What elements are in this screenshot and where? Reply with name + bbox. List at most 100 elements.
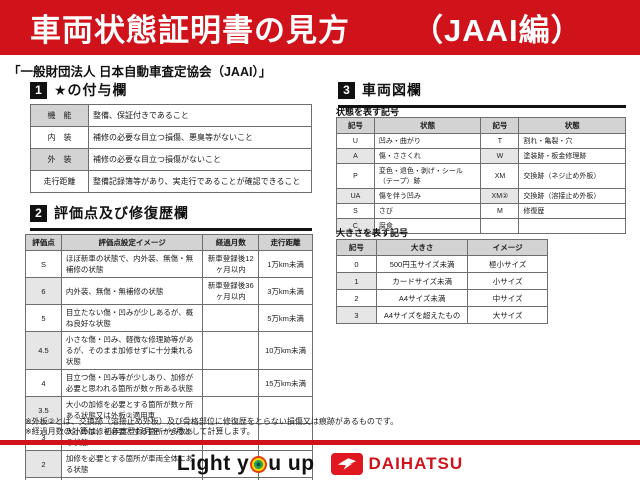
footnote-line: ※外板②とは、交換跡（溶接止め外板）及び骨格部位に修復歴をとらない損傷又は痕跡が…	[25, 417, 399, 426]
criteria-label: 外 装	[30, 148, 89, 171]
slogan-text-pre: Light y	[176, 452, 250, 475]
symbol-cell: XM②	[480, 188, 520, 204]
criteria-desc: 整備記録簿等があり、実走行であることが確認できること	[88, 170, 312, 193]
col-header: イメージ	[467, 239, 548, 256]
table-header-row: 記号 大きさ イメージ	[336, 239, 548, 256]
col-header: 経過月数	[202, 234, 260, 251]
size-cell: カードサイズ未満	[375, 272, 469, 290]
image-cell: 大サイズ	[467, 306, 548, 324]
size-symbols-caption: 大きさを表す記号	[336, 228, 409, 238]
symbol-cell: W	[480, 148, 520, 164]
desc-cell: 目立たない傷・凹みが少しあるが、概ね良好な状態	[60, 304, 204, 332]
symbol-cell: S	[336, 203, 375, 219]
score-cell: 5	[25, 304, 62, 332]
table-row: 6 内外装、無傷・無補修の状態 新車登録後36ヶ月以内 3万km未満	[25, 277, 313, 305]
daihatsu-logo: DAIHATSU	[330, 453, 464, 475]
table-row: 外 装 補修の必要な目立つ損傷がないこと	[30, 148, 312, 171]
section2-header: 2 評価点及び修復歴欄	[30, 203, 312, 231]
table-row: A 傷・ささくれ W 塗装跡・板金修理跡	[336, 148, 626, 164]
image-cell: 極小サイズ	[467, 255, 548, 273]
table-row: 1 消火剤散布車・冠水車（塩害車を含む）	[25, 477, 313, 480]
symbol-cell: 2	[336, 289, 377, 307]
km-cell: 15万km未満	[258, 369, 313, 397]
title-banner: 車両状態証明書の見方 （JAAI編）	[0, 0, 640, 55]
section3-title: 車両図欄	[362, 82, 422, 98]
criteria-label: 機 能	[30, 104, 89, 127]
table-row: 2 加修を必要とする箇所が車両全体にある状態	[25, 450, 313, 478]
state-cell: 修復歴	[518, 203, 626, 219]
symbol-cell: UA	[336, 188, 375, 204]
desc-cell: 内外装、無傷・無補修の状態	[60, 277, 204, 305]
col-header: 評価点	[25, 234, 62, 251]
table-row: 走行距離 整備記録簿等があり、実走行であることが確認できること	[30, 170, 312, 193]
km-cell: 3万km未満	[258, 277, 313, 305]
organization-subtitle: 「一般財団法人 日本自動車査定協会（JAAI）」	[8, 65, 272, 79]
symbol-cell: C	[336, 218, 375, 234]
col-header: 走行距離	[258, 234, 313, 251]
bottom-red-divider	[0, 440, 640, 445]
state-cell: 傷・ささくれ	[373, 148, 482, 164]
symbol-cell: 1	[336, 272, 377, 290]
section3-number-badge: 3	[338, 81, 355, 99]
score-cell: 4	[25, 369, 62, 397]
km-cell: 5万km未満	[258, 304, 313, 332]
desc-cell: 大小の加修を必要とする箇所が数ヶ所ある状態又は外板②適用車	[60, 396, 204, 424]
criteria-desc: 整備、保証付きであること	[88, 104, 312, 127]
daihatsu-emblem-icon	[330, 453, 363, 475]
footnotes: ※外板②とは、交換跡（溶接止め外板）及び骨格部位に修復歴をとらない損傷又は痕跡が…	[25, 417, 398, 437]
state-symbols-caption: 状態を表す記号	[336, 107, 400, 117]
size-symbols-table: 記号 大きさ イメージ 0 500円玉サイズ未満 極小サイズ 1 カードサイズ未…	[336, 239, 548, 324]
target-circle-icon	[250, 455, 268, 473]
symbol-cell: M	[480, 203, 520, 219]
state-cell: 凹み・曲がり	[373, 133, 482, 149]
desc-cell: 消火剤散布車・冠水車（塩害車を含む）	[60, 477, 204, 480]
desc-cell: 目立つ傷・凹み等が少しあり、加修が必要と思われる箇所が数ヶ所ある状態	[60, 369, 204, 397]
months-cell	[202, 331, 260, 370]
score-cell: 6	[25, 277, 62, 305]
state-cell: 交換跡（ネジ止め外板）	[518, 163, 626, 189]
col-header: 記号	[336, 117, 375, 134]
state-cell: 交換跡（溶接止め外板）	[518, 188, 626, 204]
symbol-cell: XM	[480, 163, 520, 189]
criteria-desc: 補修の必要な目立つ損傷がないこと	[88, 148, 312, 171]
table-row: 機 能 整備、保証付きであること	[30, 104, 312, 127]
state-cell: さび	[373, 203, 482, 219]
size-cell: 500円玉サイズ未満	[375, 255, 469, 273]
image-cell: 中サイズ	[467, 289, 548, 307]
footer-logos: Light y u up DAIHATSU	[0, 449, 640, 479]
months-cell	[202, 304, 260, 332]
score-cell: 4.5	[25, 331, 62, 370]
evaluation-score-table: 評価点 評価点設定イメージ 経過月数 走行距離 S ほぼ新車の状態で、内外装、無…	[25, 234, 313, 480]
table-row: S ほぼ新車の状態で、内外装、無傷・無補修の状態 新車登録後12ヶ月以内 1万k…	[25, 250, 313, 278]
size-cell: A4サイズを超えたもの	[375, 306, 469, 324]
symbol-cell: 3	[336, 306, 377, 324]
slogan-text-post: u up	[268, 452, 315, 475]
section3-header: 3 車両図欄	[338, 80, 626, 108]
col-header: 記号	[336, 239, 377, 256]
daihatsu-wordmark: DAIHATSU	[368, 454, 464, 473]
image-cell: 小サイズ	[467, 272, 548, 290]
section1-title: ★の付与欄	[54, 82, 128, 98]
km-cell	[258, 477, 313, 480]
col-header: 状態	[373, 117, 482, 134]
table-row: S さび M 修復歴	[336, 203, 626, 219]
table-row: 3.5 大小の加修を必要とする箇所が数ヶ所ある状態又は外板②適用車	[25, 396, 313, 424]
size-cell: A4サイズ未満	[375, 289, 469, 307]
desc-cell: ほぼ新車の状態で、内外装、無傷・無補修の状態	[60, 250, 204, 278]
table-row: 0 500円玉サイズ未満 極小サイズ	[336, 255, 548, 273]
symbol-cell: U	[336, 133, 375, 149]
section2-title: 評価点及び修復歴欄	[54, 205, 189, 221]
col-header: 記号	[480, 117, 520, 134]
light-you-up-logo: Light y u up	[177, 452, 315, 476]
table-row: UA 傷を伴う凹み XM② 交換跡（溶接止め外板）	[336, 188, 626, 204]
col-header: 評価点設定イメージ	[60, 234, 204, 251]
symbol-cell: P	[336, 163, 375, 189]
table-row: 5 目立たない傷・凹みが少しあるが、概ね良好な状態 5万km未満	[25, 304, 313, 332]
table-row: C 腐食	[336, 218, 626, 234]
table-row: 3 A4サイズを超えたもの 大サイズ	[336, 306, 548, 324]
page-title-edition: （JAAI編）	[412, 13, 583, 48]
months-cell	[202, 369, 260, 397]
symbol-cell	[480, 218, 520, 234]
state-cell: 塗装跡・板金修理跡	[518, 148, 626, 164]
